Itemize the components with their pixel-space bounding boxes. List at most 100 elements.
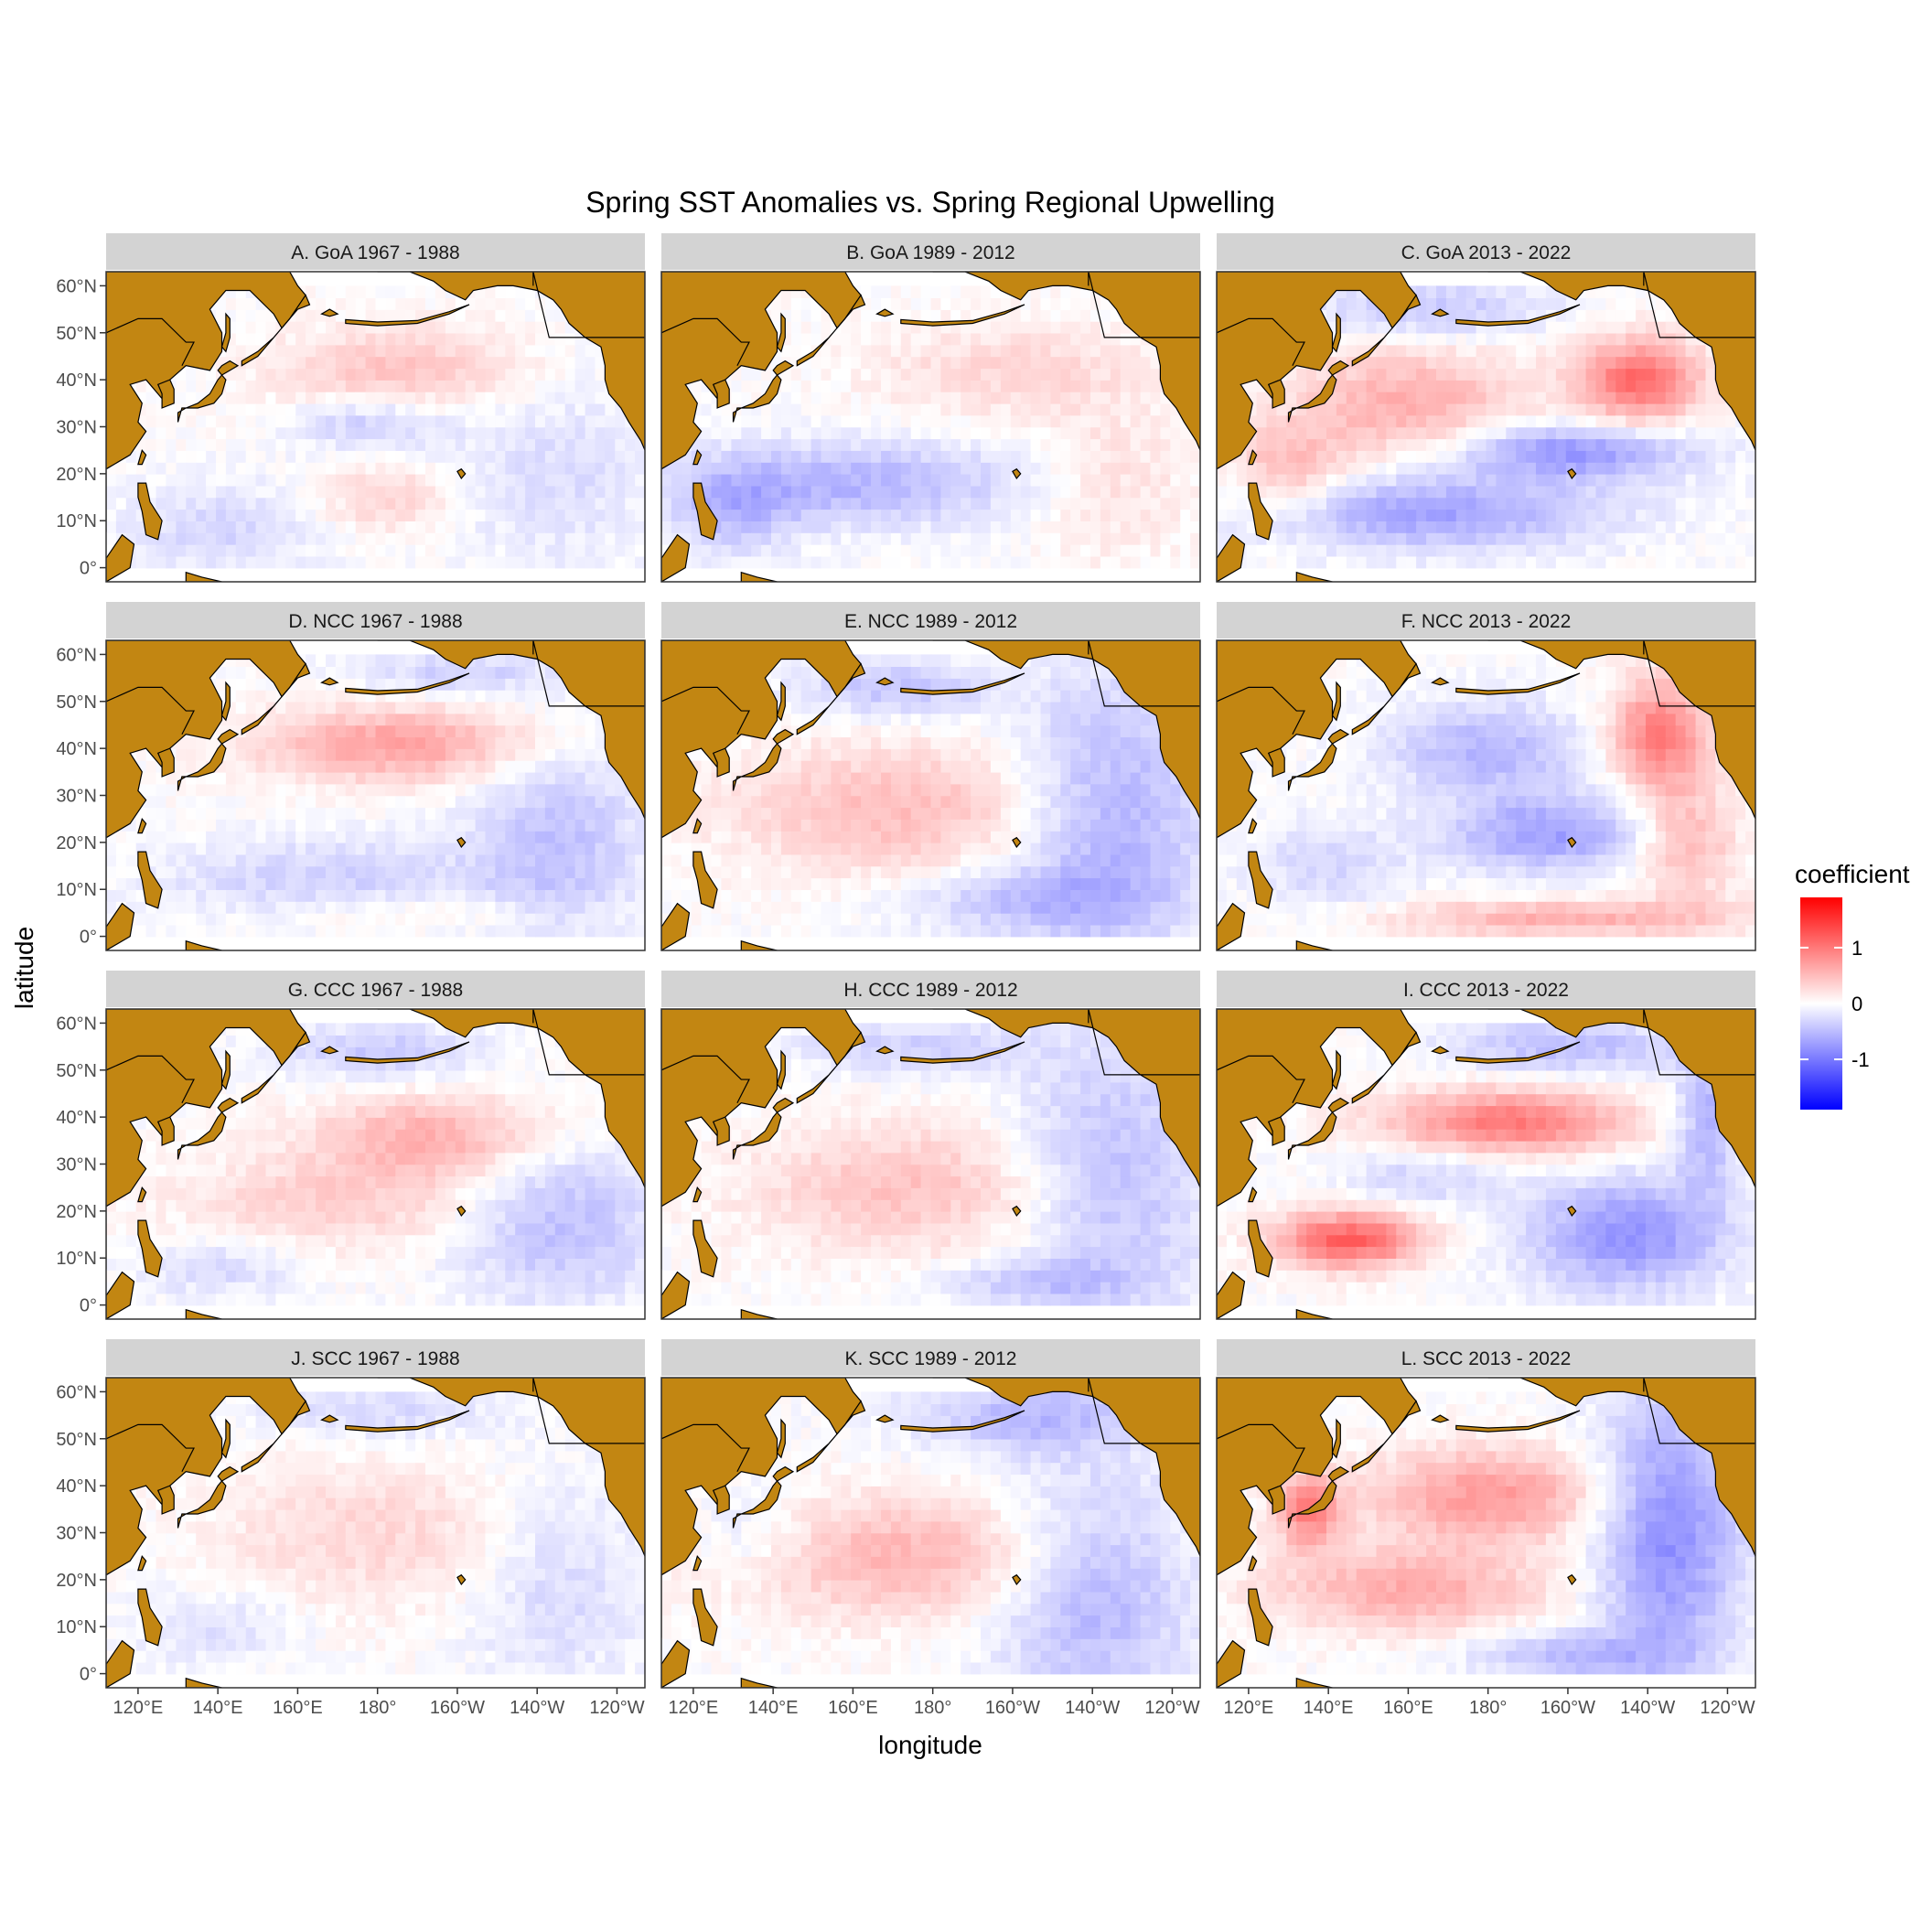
panel-border bbox=[1216, 1008, 1756, 1320]
facet-panel: B. GoA 1989 - 2012 bbox=[660, 233, 1201, 583]
legend-tick-label: 0 bbox=[1852, 993, 1862, 1015]
facet-label: A. GoA 1967 - 1988 bbox=[291, 242, 459, 263]
facet-panel: A. GoA 1967 - 1988 bbox=[105, 233, 646, 583]
land-mask bbox=[661, 272, 1200, 582]
y-tick-label: 50°N bbox=[56, 324, 97, 344]
x-tick-label: 120°E bbox=[113, 1698, 164, 1718]
x-tick-label: 120°E bbox=[1224, 1698, 1274, 1718]
chart-title: Spring SST Anomalies vs. Spring Regional… bbox=[585, 186, 1275, 219]
land-mask bbox=[106, 272, 645, 582]
y-tick-label: 20°N bbox=[56, 465, 97, 485]
y-tick-label: 0° bbox=[80, 559, 97, 579]
y-tick-label: 50°N bbox=[56, 1061, 97, 1081]
facet-strip bbox=[106, 233, 645, 270]
heatmap-area bbox=[106, 1009, 645, 1319]
x-tick-label: 180° bbox=[914, 1698, 951, 1718]
facet-label: F. NCC 2013 - 2022 bbox=[1401, 611, 1572, 632]
facet-grid: A. GoA 1967 - 1988 B. GoA 1989 - 2012 C. G… bbox=[105, 233, 1756, 1689]
panel-border bbox=[660, 639, 1201, 951]
facet-panel: K. SCC 1989 - 2012 bbox=[660, 1339, 1201, 1689]
panel-border bbox=[1216, 271, 1756, 583]
x-tick-label: 120°W bbox=[589, 1698, 644, 1718]
facet-panel: I. CCC 2013 - 2022 bbox=[1216, 971, 1756, 1320]
y-tick-label: 30°N bbox=[56, 418, 97, 438]
y-tick-label: 10°N bbox=[56, 1249, 97, 1269]
heatmap-area bbox=[106, 640, 645, 950]
facet-label: H. CCC 1989 - 2012 bbox=[843, 980, 1017, 1001]
facet-label: J. SCC 1967 - 1988 bbox=[291, 1348, 459, 1369]
y-tick-label: 60°N bbox=[56, 645, 97, 665]
heatmap-cells bbox=[1217, 1023, 1755, 1306]
land-mask bbox=[106, 1009, 645, 1319]
heatmap-area bbox=[1217, 272, 1755, 582]
land-mask bbox=[661, 640, 1200, 950]
panel-border bbox=[660, 1008, 1201, 1320]
heatmap-area bbox=[661, 640, 1200, 950]
legend-title: coefficient bbox=[1795, 860, 1910, 888]
facet-panel: J. SCC 1967 - 1988 bbox=[105, 1339, 646, 1689]
x-tick-label: 120°W bbox=[1700, 1698, 1755, 1718]
facet-label: B. GoA 1989 - 2012 bbox=[846, 242, 1014, 263]
x-tick-label: 140°W bbox=[1065, 1698, 1120, 1718]
x-tick-label: 160°E bbox=[273, 1698, 323, 1718]
facet-panel: C. GoA 2013 - 2022 bbox=[1216, 233, 1756, 583]
heatmap-area bbox=[1217, 640, 1755, 950]
facet-strip bbox=[661, 602, 1200, 639]
y-axis-label: latitude bbox=[10, 927, 38, 1009]
panel-border bbox=[660, 271, 1201, 583]
facet-strip bbox=[1217, 602, 1755, 639]
heatmap-cells bbox=[106, 1023, 645, 1306]
facet-panel: D. NCC 1967 - 1988 bbox=[105, 602, 646, 951]
legend-ticks: 1 0 -1 bbox=[1800, 937, 1870, 1071]
y-tick-label: 60°N bbox=[56, 276, 97, 296]
facet-label: L. SCC 2013 - 2022 bbox=[1401, 1348, 1572, 1369]
land-mask bbox=[1217, 640, 1755, 950]
x-tick-label: 140°W bbox=[1620, 1698, 1675, 1718]
y-tick-label: 10°N bbox=[56, 880, 97, 900]
x-tick-label: 180° bbox=[1469, 1698, 1507, 1718]
y-tick-label: 40°N bbox=[56, 370, 97, 391]
x-tick-label: 120°W bbox=[1144, 1698, 1199, 1718]
heatmap-cells bbox=[661, 285, 1200, 569]
facet-panel: E. NCC 1989 - 2012 bbox=[660, 602, 1201, 951]
y-tick-label: 0° bbox=[80, 1665, 97, 1685]
y-tick-label: 30°N bbox=[56, 1155, 97, 1175]
x-tick-label: 160°E bbox=[1383, 1698, 1433, 1718]
legend: coefficient 1 0 -1 bbox=[1795, 860, 1910, 1110]
panel-border bbox=[660, 1377, 1201, 1689]
facet-label: K. SCC 1989 - 2012 bbox=[845, 1348, 1017, 1369]
panel-border bbox=[1216, 639, 1756, 951]
legend-tick-label: 1 bbox=[1852, 937, 1862, 960]
heatmap-area bbox=[661, 1378, 1200, 1688]
land-mask bbox=[1217, 272, 1755, 582]
facet-strip bbox=[106, 1339, 645, 1376]
y-tick-label: 0° bbox=[80, 928, 97, 948]
legend-tick-label: -1 bbox=[1852, 1048, 1870, 1071]
x-tick-label: 140°E bbox=[1304, 1698, 1354, 1718]
facet-strip bbox=[661, 971, 1200, 1007]
facet-panel: G. CCC 1967 - 1988 bbox=[105, 971, 646, 1320]
land-mask bbox=[106, 1378, 645, 1688]
heatmap-area bbox=[661, 272, 1200, 582]
y-axis-tick-labels: 60°N 50°N 40°N 30°N 20°N 10°N 0° 60°N 50°N 40°N 30… bbox=[56, 276, 106, 1685]
facet-strip bbox=[1217, 1339, 1755, 1376]
land-mask bbox=[106, 640, 645, 950]
heatmap-cells bbox=[661, 654, 1200, 938]
y-tick-label: 30°N bbox=[56, 787, 97, 807]
x-tick-label: 140°E bbox=[748, 1698, 799, 1718]
facet-strip bbox=[661, 1339, 1200, 1376]
y-tick-label: 50°N bbox=[56, 692, 97, 713]
x-axis-label: longitude bbox=[878, 1731, 982, 1759]
facet-label: D. NCC 1967 - 1988 bbox=[288, 611, 462, 632]
x-tick-label: 160°W bbox=[1540, 1698, 1595, 1718]
facet-strip bbox=[1217, 971, 1755, 1007]
y-tick-label: 40°N bbox=[56, 1108, 97, 1128]
x-tick-label: 120°E bbox=[669, 1698, 719, 1718]
facet-strip bbox=[106, 602, 645, 639]
facet-label: C. GoA 2013 - 2022 bbox=[1401, 242, 1572, 263]
y-tick-label: 50°N bbox=[56, 1430, 97, 1450]
y-tick-label: 0° bbox=[80, 1296, 97, 1316]
facet-label: I. CCC 2013 - 2022 bbox=[1403, 980, 1569, 1001]
x-axis-tick-labels: 120°E 140°E 160°E 180° 160°W 140°W 120°W 120°E 1… bbox=[113, 1688, 1755, 1718]
